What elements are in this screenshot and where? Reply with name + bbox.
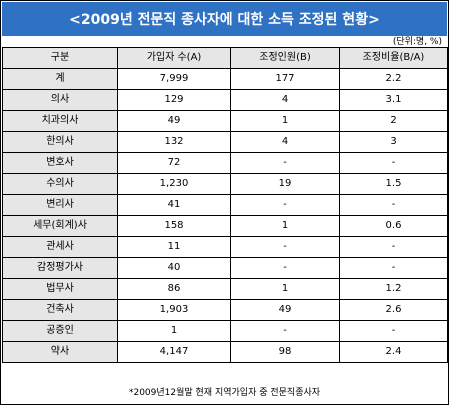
row-members: 4,147 xyxy=(117,341,231,363)
row-members: 40 xyxy=(117,257,231,279)
header-members: 가입자 수(A) xyxy=(117,47,231,69)
row-category: 관세사 xyxy=(2,236,118,258)
table-row: 공증인 1 - - xyxy=(2,320,448,342)
row-ratio: 3.1 xyxy=(339,89,448,111)
row-members: 132 xyxy=(117,131,231,153)
row-ratio: - xyxy=(339,320,448,342)
row-adjusted: 1 xyxy=(230,110,340,132)
row-ratio: 1.2 xyxy=(339,278,448,300)
row-ratio: 3 xyxy=(339,131,448,153)
row-adjusted: 1 xyxy=(230,215,340,237)
table-row: 감정평가사 40 - - xyxy=(2,257,448,279)
row-adjusted: - xyxy=(230,320,340,342)
table-row: 건축사 1,903 49 2.6 xyxy=(2,299,448,321)
row-members: 1,230 xyxy=(117,173,231,195)
row-category: 감정평가사 xyxy=(2,257,118,279)
row-members: 72 xyxy=(117,152,231,174)
row-adjusted: 98 xyxy=(230,341,340,363)
row-adjusted: - xyxy=(230,152,340,174)
header-adjusted: 조정인원(B) xyxy=(230,47,340,69)
table-row: 한의사 132 4 3 xyxy=(2,131,448,153)
row-ratio: 0.6 xyxy=(339,215,448,237)
row-ratio: 2.6 xyxy=(339,299,448,321)
row-category: 공증인 xyxy=(2,320,118,342)
row-category: 변리사 xyxy=(2,194,118,216)
table-row: 의사 129 4 3.1 xyxy=(2,89,448,111)
row-category: 법무사 xyxy=(2,278,118,300)
row-adjusted: 177 xyxy=(230,68,340,90)
row-members: 86 xyxy=(117,278,231,300)
row-ratio: 2 xyxy=(339,110,448,132)
table-row: 약사 4,147 98 2.4 xyxy=(2,341,448,363)
table-row: 수의사 1,230 19 1.5 xyxy=(2,173,448,195)
row-adjusted: - xyxy=(230,194,340,216)
row-members: 7,999 xyxy=(117,68,231,90)
header-category: 구분 xyxy=(2,47,118,69)
row-category: 건축사 xyxy=(2,299,118,321)
unit-note: (단위:명, %) xyxy=(392,37,442,47)
row-adjusted: 4 xyxy=(230,131,340,153)
row-category: 의사 xyxy=(2,89,118,111)
table-row: 치과의사 49 1 2 xyxy=(2,110,448,132)
row-adjusted: 49 xyxy=(230,299,340,321)
row-adjusted: 4 xyxy=(230,89,340,111)
row-adjusted: 19 xyxy=(230,173,340,195)
footnote: *2009년12월말 현재 지역가입자 중 전문직종사자 xyxy=(128,388,321,398)
row-ratio: - xyxy=(339,257,448,279)
row-adjusted: 1 xyxy=(230,278,340,300)
row-ratio: 2.4 xyxy=(339,341,448,363)
row-category: 계 xyxy=(2,68,118,90)
row-category: 한의사 xyxy=(2,131,118,153)
row-category: 치과의사 xyxy=(2,110,118,132)
row-category: 약사 xyxy=(2,341,118,363)
row-adjusted: - xyxy=(230,236,340,258)
row-members: 11 xyxy=(117,236,231,258)
row-category: 세무(회계)사 xyxy=(2,215,118,237)
header-row: 구분 가입자 수(A) 조정인원(B) 조정비율(B/A) xyxy=(2,47,448,69)
row-members: 1 xyxy=(117,320,231,342)
table-row: 변리사 41 - - xyxy=(2,194,448,216)
table-title: <2009년 전문직 종사자에 대한 소득 조정된 현황> xyxy=(2,2,447,36)
row-ratio: 2.2 xyxy=(339,68,448,90)
row-ratio: - xyxy=(339,194,448,216)
row-ratio: 1.5 xyxy=(339,173,448,195)
table-row: 계 7,999 177 2.2 xyxy=(2,68,448,90)
row-ratio: - xyxy=(339,152,448,174)
row-members: 1,903 xyxy=(117,299,231,321)
data-table: 구분 가입자 수(A) 조정인원(B) 조정비율(B/A) 계 7,999 17… xyxy=(2,47,448,363)
row-members: 129 xyxy=(117,89,231,111)
table-row: 법무사 86 1 1.2 xyxy=(2,278,448,300)
row-members: 49 xyxy=(117,110,231,132)
table-row: 관세사 11 - - xyxy=(2,236,448,258)
row-category: 수의사 xyxy=(2,173,118,195)
table-row: 변호사 72 - - xyxy=(2,152,448,174)
header-ratio: 조정비율(B/A) xyxy=(339,47,448,69)
row-members: 41 xyxy=(117,194,231,216)
row-category: 변호사 xyxy=(2,152,118,174)
row-ratio: - xyxy=(339,236,448,258)
table-body: 계 7,999 177 2.2 의사 129 4 3.1 치과의사 49 1 2… xyxy=(2,68,448,363)
table-row: 세무(회계)사 158 1 0.6 xyxy=(2,215,448,237)
row-members: 158 xyxy=(117,215,231,237)
row-adjusted: - xyxy=(230,257,340,279)
